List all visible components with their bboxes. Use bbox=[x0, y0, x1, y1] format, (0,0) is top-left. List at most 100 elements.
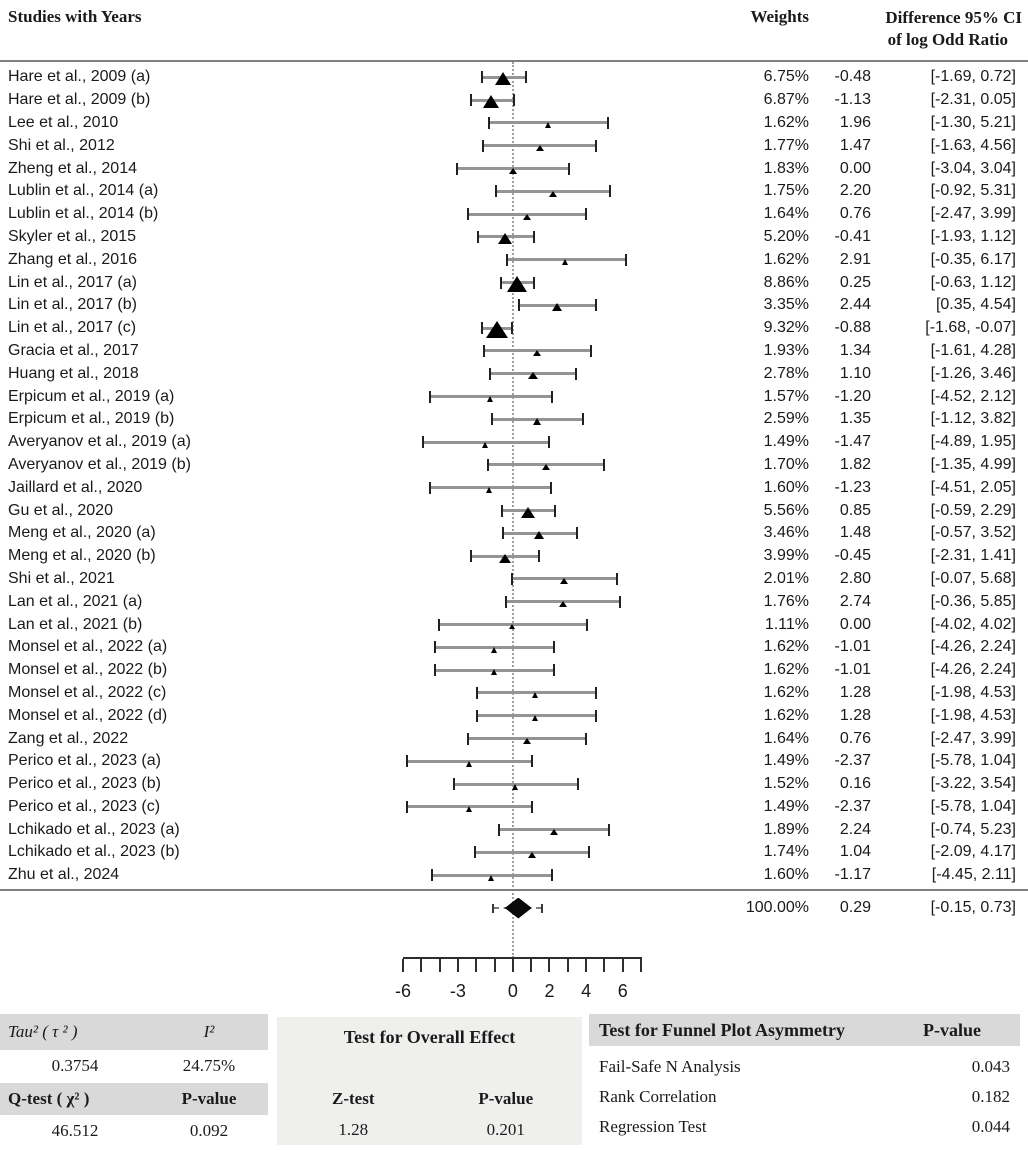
ci-cap-left bbox=[466, 208, 469, 221]
study-row: Perico et al., 2023 (a) 1.49% -2.37 [-5.78,… bbox=[0, 750, 1028, 773]
study-estimate: 1.04 bbox=[839, 843, 871, 861]
qtest-value-row: 46.512 0.092 bbox=[0, 1117, 268, 1145]
ci-cap-right bbox=[532, 276, 535, 289]
study-ci-text: [-1.98, 4.53] bbox=[930, 683, 1016, 701]
study-weight: 1.49% bbox=[763, 433, 809, 451]
ci-cap-left bbox=[469, 94, 472, 107]
study-estimate: 2.74 bbox=[839, 592, 871, 610]
study-ci-text: [-0.36, 5.85] bbox=[930, 592, 1016, 610]
qtest-pvalue-label: P-value bbox=[181, 1089, 237, 1108]
failsafe-label: Fail-Safe N Analysis bbox=[599, 1057, 741, 1076]
study-ci-plot bbox=[360, 112, 735, 135]
estimate-marker bbox=[522, 211, 531, 220]
study-label: Monsel et al., 2022 (b) bbox=[8, 661, 168, 679]
study-label: Perico et al., 2023 (c) bbox=[8, 797, 161, 815]
axis-tick-label: 4 bbox=[581, 981, 592, 1001]
axis-tick bbox=[420, 959, 423, 972]
study-label: Lin et al., 2017 (b) bbox=[8, 296, 137, 314]
study-ci-text: [-1.93, 1.12] bbox=[930, 227, 1016, 245]
estimate-marker bbox=[532, 415, 541, 425]
study-row: Lan et al., 2021 (b) 1.11% 0.00 [-4.02, 4.0… bbox=[0, 613, 1028, 636]
ci-cap-left bbox=[495, 185, 498, 198]
estimate-marker bbox=[490, 644, 497, 653]
study-ci-plot bbox=[360, 294, 735, 317]
i2-label: I² bbox=[203, 1022, 215, 1041]
study-rows: Hare et al., 2009 (a) 6.75% -0.48 [-1.69, 0… bbox=[0, 66, 1028, 887]
study-estimate: 1.28 bbox=[839, 706, 871, 724]
axis-tick-label: -3 bbox=[449, 981, 466, 1001]
ci-cap-right bbox=[616, 572, 618, 585]
study-ci-text: [-1.12, 3.82] bbox=[930, 410, 1016, 428]
study-row: Gu et al., 2020 5.56% 0.85 [-0.59, 2.29] bbox=[0, 499, 1028, 522]
ci-cap-left bbox=[501, 527, 504, 540]
ci-cap-right bbox=[595, 299, 598, 312]
study-ci-text: [-3.04, 3.04] bbox=[930, 159, 1016, 177]
study-ci-text: [-4.51, 2.05] bbox=[930, 478, 1016, 496]
ci-cap-left bbox=[488, 367, 491, 380]
estimate-marker bbox=[527, 849, 536, 858]
qtest-value: 46.512 bbox=[51, 1121, 99, 1140]
ci-cap-left bbox=[438, 618, 441, 631]
summary-plot bbox=[360, 892, 735, 924]
study-weight: 1.74% bbox=[763, 843, 809, 861]
study-ci-plot bbox=[360, 317, 735, 340]
study-ci-text: [-2.47, 3.99] bbox=[930, 205, 1016, 223]
study-weight: 1.83% bbox=[763, 159, 809, 177]
ci-cap-right bbox=[575, 367, 578, 380]
x-axis-ruler bbox=[402, 957, 643, 975]
study-row: Jaillard et al., 2020 1.60% -1.23 [-4.51, 2… bbox=[0, 476, 1028, 499]
study-label: Lin et al., 2017 (a) bbox=[8, 273, 137, 291]
study-ci-text: [-5.78, 1.04] bbox=[930, 797, 1016, 815]
study-weight: 9.32% bbox=[763, 319, 809, 337]
funnel-title: Test for Funnel Plot Asymmetry bbox=[599, 1019, 845, 1040]
study-ci-plot bbox=[360, 727, 735, 750]
study-ci-plot bbox=[360, 362, 735, 385]
ci-cap-left bbox=[481, 322, 484, 335]
study-estimate: 2.44 bbox=[839, 296, 871, 314]
estimate-marker bbox=[482, 439, 489, 448]
estimate-marker bbox=[520, 504, 535, 518]
estimate-marker bbox=[486, 484, 493, 494]
study-ci-text: [-0.74, 5.23] bbox=[930, 820, 1016, 838]
study-weight: 2.01% bbox=[763, 569, 809, 587]
study-ci-plot bbox=[360, 248, 735, 271]
tau2-label: Tau² ( τ ² ) bbox=[8, 1022, 78, 1041]
study-weight: 1.62% bbox=[763, 638, 809, 656]
study-row: Monsel et al., 2022 (c) 1.62% 1.28 [-1.98, … bbox=[0, 682, 1028, 705]
study-estimate: -0.88 bbox=[834, 319, 871, 337]
ci-cap-right bbox=[607, 823, 610, 836]
estimate-marker bbox=[532, 689, 539, 699]
study-label: Meng et al., 2020 (b) bbox=[8, 547, 156, 565]
study-row: Perico et al., 2023 (b) 1.52% 0.16 [-3.22, … bbox=[0, 773, 1028, 796]
study-label: Lin et al., 2017 (c) bbox=[8, 319, 137, 337]
funnel-header-row: Test for Funnel Plot Asymmetry P-value bbox=[589, 1014, 1020, 1046]
summary-estimate: 0.29 bbox=[839, 899, 871, 916]
study-row: Lan et al., 2021 (a) 1.76% 2.74 [-0.36, 5.8… bbox=[0, 590, 1028, 613]
study-weight: 1.49% bbox=[763, 797, 809, 815]
study-row: Gracia et al., 2017 1.93% 1.34 [-1.61, 4.28… bbox=[0, 340, 1028, 363]
study-weight: 6.87% bbox=[763, 91, 809, 109]
study-row: Lublin et al., 2014 (b) 1.64% 0.76 [-2.47, … bbox=[0, 203, 1028, 226]
x-axis-labels: -6 -3 0 2 4 6 bbox=[395, 981, 642, 1005]
study-row: Lee et al., 2010 1.62% 1.96 [-1.30, 5.21] bbox=[0, 112, 1028, 135]
study-label: Erpicum et al., 2019 (b) bbox=[8, 410, 175, 428]
axis-tick bbox=[475, 959, 478, 972]
study-ci-text: [-0.57, 3.52] bbox=[930, 524, 1016, 542]
study-label: Monsel et al., 2022 (c) bbox=[8, 683, 167, 701]
ci-cap-right bbox=[553, 504, 556, 517]
study-ci-plot bbox=[360, 590, 735, 613]
qtest-pvalue: 0.092 bbox=[189, 1121, 229, 1140]
study-estimate: -2.37 bbox=[834, 797, 871, 815]
ci-cap-right bbox=[510, 322, 513, 335]
study-weight: 5.56% bbox=[763, 501, 809, 519]
ci-cap-right bbox=[624, 253, 627, 266]
ci-cap-right bbox=[607, 116, 610, 129]
study-estimate: -1.13 bbox=[834, 91, 871, 109]
study-ci-text: [-4.26, 2.24] bbox=[930, 638, 1016, 656]
study-weight: 1.62% bbox=[763, 113, 809, 131]
ci-cap-left bbox=[505, 253, 508, 266]
funnel-pvalue-label: P-value bbox=[923, 1019, 981, 1040]
study-row: Lchikado et al., 2023 (a) 1.89% 2.24 [-0.74… bbox=[0, 818, 1028, 841]
study-ci-plot bbox=[360, 568, 735, 591]
study-label: Lan et al., 2021 (b) bbox=[8, 615, 143, 633]
